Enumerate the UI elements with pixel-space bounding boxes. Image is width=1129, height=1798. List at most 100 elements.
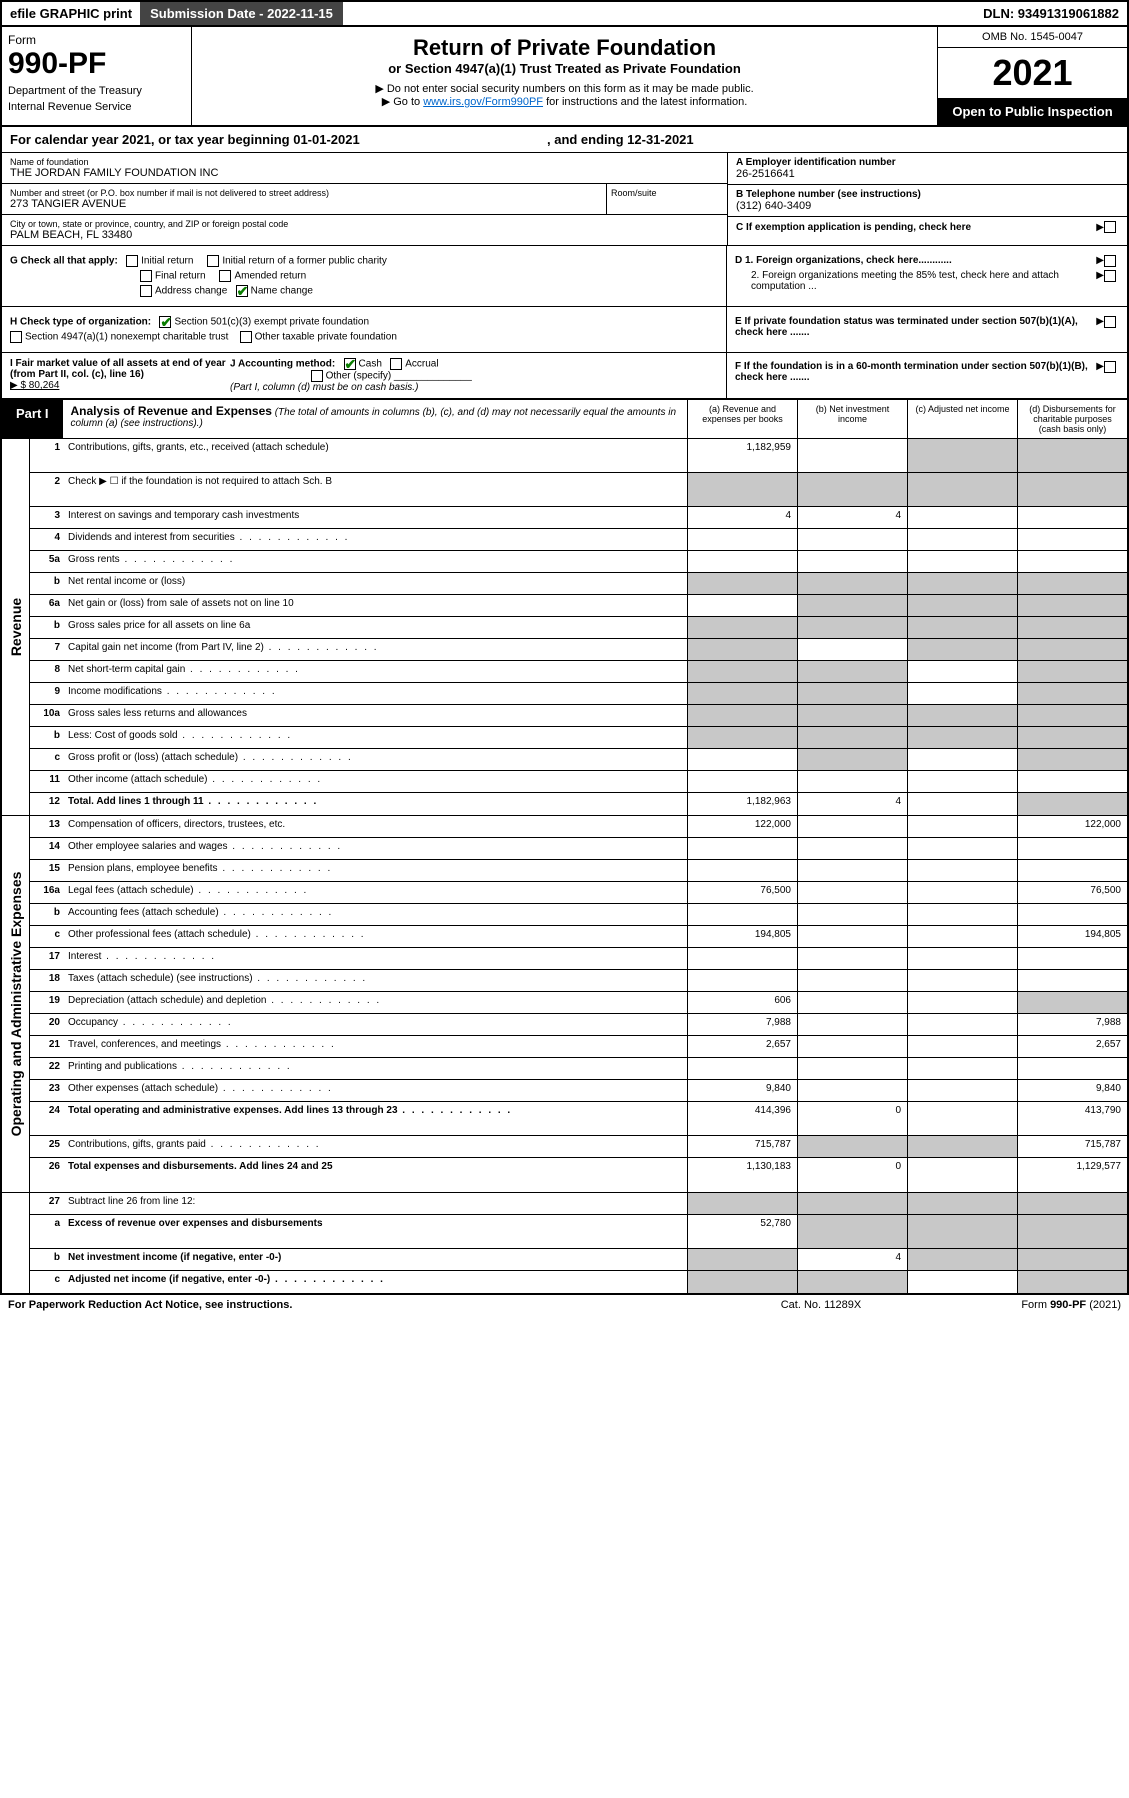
table-row: 13Compensation of officers, directors, t… xyxy=(30,816,1127,838)
chk-4947[interactable] xyxy=(10,331,22,343)
cell-c xyxy=(907,683,1017,704)
footer-left: For Paperwork Reduction Act Notice, see … xyxy=(8,1299,721,1311)
cell-a: 122,000 xyxy=(687,816,797,837)
d1-checkbox[interactable] xyxy=(1104,255,1116,267)
part1-header: Part I Analysis of Revenue and Expenses … xyxy=(0,399,1129,439)
cell-d xyxy=(1017,661,1127,682)
cell-b xyxy=(797,970,907,991)
cell-d: 122,000 xyxy=(1017,816,1127,837)
foundation-name: THE JORDAN FAMILY FOUNDATION INC xyxy=(10,167,719,179)
chk-other-taxable[interactable] xyxy=(240,331,252,343)
table-row: 10aGross sales less returns and allowanc… xyxy=(30,705,1127,727)
table-row: 15Pension plans, employee benefits xyxy=(30,860,1127,882)
cell-b xyxy=(797,904,907,925)
line-number: 11 xyxy=(30,771,64,792)
table-row: 18Taxes (attach schedule) (see instructi… xyxy=(30,970,1127,992)
cell-a xyxy=(687,1249,797,1270)
ein-label: A Employer identification number xyxy=(736,157,1119,168)
cell-d: 194,805 xyxy=(1017,926,1127,947)
e-label: E If private foundation status was termi… xyxy=(735,316,1078,338)
cell-c xyxy=(907,926,1017,947)
line-number: 21 xyxy=(30,1036,64,1057)
cell-d xyxy=(1017,683,1127,704)
chk-501c3[interactable] xyxy=(159,316,171,328)
f-checkbox[interactable] xyxy=(1104,361,1116,373)
cell-b xyxy=(797,1271,907,1293)
cell-b xyxy=(797,1215,907,1248)
opt-amended: Amended return xyxy=(234,271,306,282)
room-label: Room/suite xyxy=(611,188,723,198)
c-checkbox[interactable] xyxy=(1104,221,1116,233)
cell-b xyxy=(797,573,907,594)
chk-final-return[interactable] xyxy=(140,270,152,282)
cell-b xyxy=(797,838,907,859)
line-desc: Pension plans, employee benefits xyxy=(64,860,687,881)
cell-a xyxy=(687,948,797,969)
line-desc: Dividends and interest from securities xyxy=(64,529,687,550)
chk-amended-return[interactable] xyxy=(219,270,231,282)
line-desc: Check ▶ ☐ if the foundation is not requi… xyxy=(64,473,687,506)
cell-c xyxy=(907,639,1017,660)
chk-other-method[interactable] xyxy=(311,370,323,382)
note-link: ▶ Go to www.irs.gov/Form990PF for instru… xyxy=(200,95,929,108)
cell-d xyxy=(1017,507,1127,528)
cell-c xyxy=(907,816,1017,837)
g-label: G Check all that apply: xyxy=(10,256,118,267)
j-note: (Part I, column (d) must be on cash basi… xyxy=(230,382,418,393)
d2-checkbox[interactable] xyxy=(1104,270,1116,282)
chk-cash[interactable] xyxy=(344,358,356,370)
omb-number: OMB No. 1545-0047 xyxy=(938,27,1127,48)
line-number: b xyxy=(30,727,64,748)
col-b-hdr: (b) Net investment income xyxy=(797,400,907,438)
cell-c xyxy=(907,507,1017,528)
cell-a: 4 xyxy=(687,507,797,528)
irs-link[interactable]: www.irs.gov/Form990PF xyxy=(423,96,543,108)
chk-initial-return[interactable] xyxy=(126,255,138,267)
cell-b xyxy=(797,1136,907,1157)
line-desc: Interest xyxy=(64,948,687,969)
note-ssn: ▶ Do not enter social security numbers o… xyxy=(200,82,929,95)
cell-c xyxy=(907,1014,1017,1035)
cell-d xyxy=(1017,727,1127,748)
arrow-icon: ▶ xyxy=(1096,270,1104,292)
table-row: 16aLegal fees (attach schedule)76,50076,… xyxy=(30,882,1127,904)
cell-b xyxy=(797,439,907,472)
cell-c xyxy=(907,1058,1017,1079)
line-desc: Other professional fees (attach schedule… xyxy=(64,926,687,947)
line-desc: Net investment income (if negative, ente… xyxy=(64,1249,687,1270)
line-desc: Other expenses (attach schedule) xyxy=(64,1080,687,1101)
table-row: 4Dividends and interest from securities xyxy=(30,529,1127,551)
cell-c xyxy=(907,1271,1017,1293)
chk-accrual[interactable] xyxy=(390,358,402,370)
e-checkbox[interactable] xyxy=(1104,316,1116,328)
cell-b xyxy=(797,727,907,748)
cell-d xyxy=(1017,771,1127,792)
ij-row: I Fair market value of all assets at end… xyxy=(0,353,1129,399)
chk-initial-former[interactable] xyxy=(207,255,219,267)
cell-c xyxy=(907,1158,1017,1192)
cell-d: 715,787 xyxy=(1017,1136,1127,1157)
cell-a xyxy=(687,838,797,859)
cell-d xyxy=(1017,473,1127,506)
cell-b xyxy=(797,1080,907,1101)
chk-address-change[interactable] xyxy=(140,285,152,297)
line-desc: Interest on savings and temporary cash i… xyxy=(64,507,687,528)
chk-name-change[interactable] xyxy=(236,285,248,297)
line-desc: Excess of revenue over expenses and disb… xyxy=(64,1215,687,1248)
table-row: aExcess of revenue over expenses and dis… xyxy=(30,1215,1127,1249)
cell-c xyxy=(907,1102,1017,1135)
cell-c xyxy=(907,749,1017,770)
side-expenses: Operating and Administrative Expenses xyxy=(2,816,30,1192)
cell-c xyxy=(907,529,1017,550)
cell-a xyxy=(687,749,797,770)
table-row: bLess: Cost of goods sold xyxy=(30,727,1127,749)
i-value: ▶ $ 80,264 xyxy=(10,380,59,391)
line-number: 19 xyxy=(30,992,64,1013)
line-desc: Income modifications xyxy=(64,683,687,704)
j-accrual: Accrual xyxy=(405,359,438,370)
cell-a: 76,500 xyxy=(687,882,797,903)
cell-d xyxy=(1017,529,1127,550)
line-number: 27 xyxy=(30,1193,64,1214)
cell-b xyxy=(797,661,907,682)
d1-label: D 1. Foreign organizations, check here..… xyxy=(735,255,952,266)
